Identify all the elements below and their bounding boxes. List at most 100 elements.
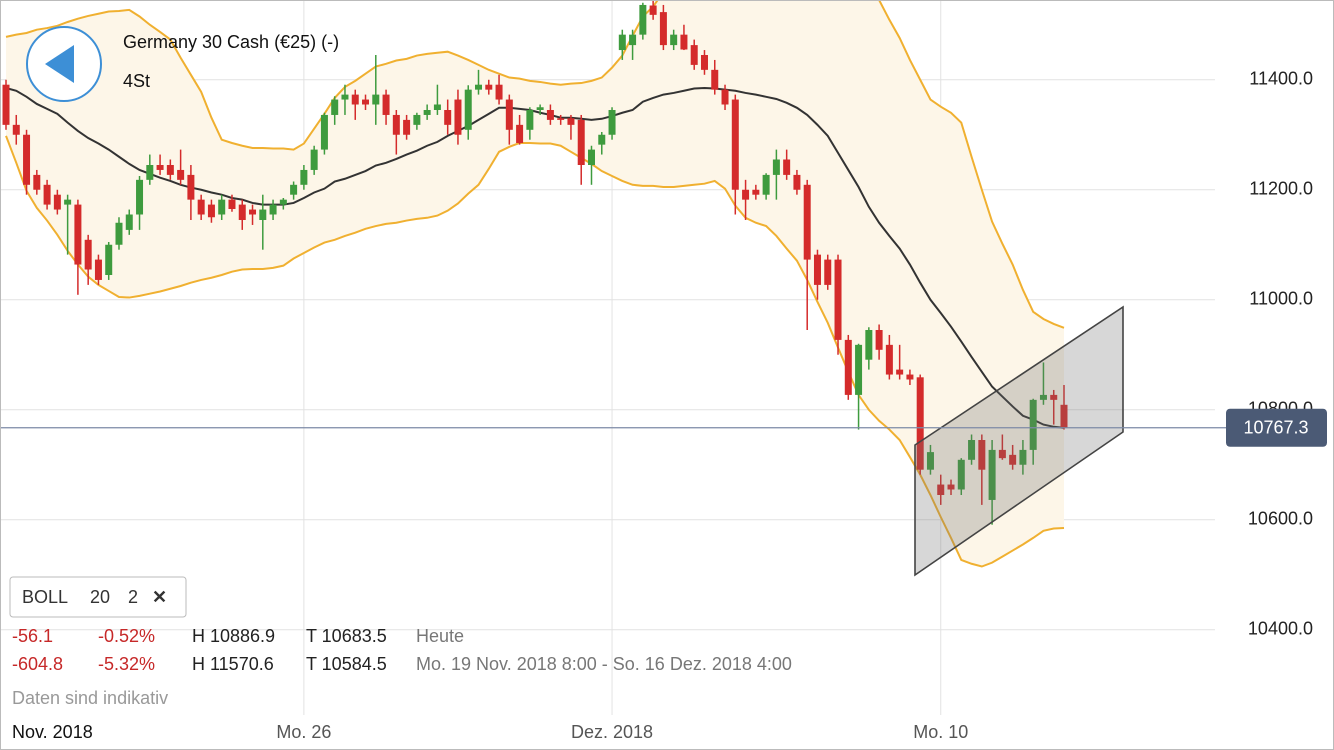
candle-body — [444, 110, 452, 125]
band-upper — [5, 0, 1065, 329]
stat-value: -604.8 — [12, 654, 63, 674]
last-price-box — [1226, 408, 1327, 447]
candle-body — [865, 330, 873, 360]
candle-body — [423, 110, 431, 115]
candle-body — [43, 184, 51, 205]
candle-body — [793, 174, 801, 190]
candle-body — [690, 45, 698, 65]
indicator-remove[interactable]: ✕ — [152, 587, 167, 607]
candle-body — [680, 34, 688, 50]
plot-layer — [2, 0, 1068, 568]
candle-body — [516, 124, 524, 143]
candle-body — [947, 484, 955, 490]
candle-body — [249, 209, 257, 215]
candle-body — [731, 99, 739, 190]
candle-body — [177, 169, 185, 180]
candle-body — [1060, 404, 1068, 428]
candle-body — [53, 194, 61, 210]
candle-body — [84, 239, 92, 270]
indicator-name: BOLL — [22, 587, 68, 607]
candle-body — [33, 174, 41, 190]
stat-value: T 10584.5 — [306, 654, 387, 674]
candle-body — [618, 34, 626, 51]
interval: 4St — [123, 71, 150, 91]
candle-body — [94, 259, 102, 280]
candle-body — [855, 344, 863, 395]
candle-body — [577, 119, 585, 165]
candle-body — [608, 110, 616, 135]
candle-body — [587, 149, 595, 165]
stat-value: Mo. 19 Nov. 2018 8:00 - So. 16 Dez. 2018… — [416, 654, 792, 674]
candle-body — [906, 374, 914, 380]
candle-body — [269, 204, 277, 215]
candle-body — [331, 99, 339, 115]
candle-body — [12, 124, 20, 135]
stat-value: -5.32% — [98, 654, 155, 674]
disclaimer: Daten sind indikativ — [12, 688, 168, 708]
candle-body — [464, 89, 472, 130]
candle-body — [1050, 394, 1058, 400]
candle-body — [783, 159, 791, 175]
candle-body — [197, 199, 205, 215]
candle-body — [803, 184, 811, 260]
candle-body — [762, 174, 770, 195]
candle-body — [495, 84, 503, 100]
candle-body — [649, 5, 657, 15]
candle-body — [351, 94, 359, 105]
candle-body — [916, 377, 924, 470]
candle-body — [125, 214, 133, 230]
candle-body — [403, 119, 411, 135]
candle-body — [824, 259, 832, 285]
candle-body — [1029, 399, 1037, 450]
candle-body — [392, 114, 400, 135]
candle-body — [926, 452, 934, 470]
candle-body — [341, 94, 349, 100]
candle-body — [639, 4, 647, 35]
candle-body — [146, 165, 154, 180]
stat-value: -56.1 — [12, 626, 53, 646]
candle-body — [485, 84, 493, 90]
candle-body — [187, 174, 195, 200]
candle-body — [721, 89, 729, 105]
candle-body — [1009, 454, 1017, 465]
candle-body — [937, 484, 945, 495]
instrument-title: Germany 30 Cash (€25) (-) — [123, 32, 339, 52]
candle-body — [475, 84, 483, 90]
candle-body — [290, 184, 298, 195]
candle-body — [136, 179, 144, 215]
candle-body — [105, 244, 113, 275]
candle-body — [228, 199, 236, 209]
candle-body — [978, 440, 986, 470]
candle-body — [536, 107, 544, 110]
candle-body — [1039, 394, 1047, 400]
candle-body — [300, 169, 308, 185]
candle-body — [557, 118, 565, 120]
candle-body — [218, 199, 226, 215]
candle-body — [74, 204, 82, 265]
candle-body — [362, 99, 370, 105]
candle-body — [772, 159, 780, 175]
candle-body — [413, 114, 421, 125]
y-tick-label: 11200.0 — [1249, 179, 1313, 199]
band-fill — [6, 0, 1064, 567]
x-tick-label: Nov. 2018 — [12, 722, 93, 742]
stat-value: H 11570.6 — [192, 654, 274, 674]
band-middle — [5, 86, 1065, 429]
candle-body — [207, 204, 215, 218]
candle-body — [844, 339, 852, 395]
indicator-period: 20 — [90, 587, 110, 607]
candle-body — [546, 110, 554, 120]
candle-body — [957, 459, 965, 490]
candle-body — [813, 254, 821, 285]
axis-layer: 10400.010600.010800.011000.011200.011400… — [0, 69, 1327, 742]
candle-body — [998, 449, 1006, 459]
indicator-chip[interactable] — [9, 576, 187, 618]
candle-body — [896, 369, 904, 375]
candle-body — [238, 204, 246, 220]
candle-body — [567, 118, 575, 125]
y-tick-label: 11000.0 — [1249, 289, 1313, 309]
candle-body — [752, 189, 760, 195]
candle-body — [320, 114, 328, 150]
